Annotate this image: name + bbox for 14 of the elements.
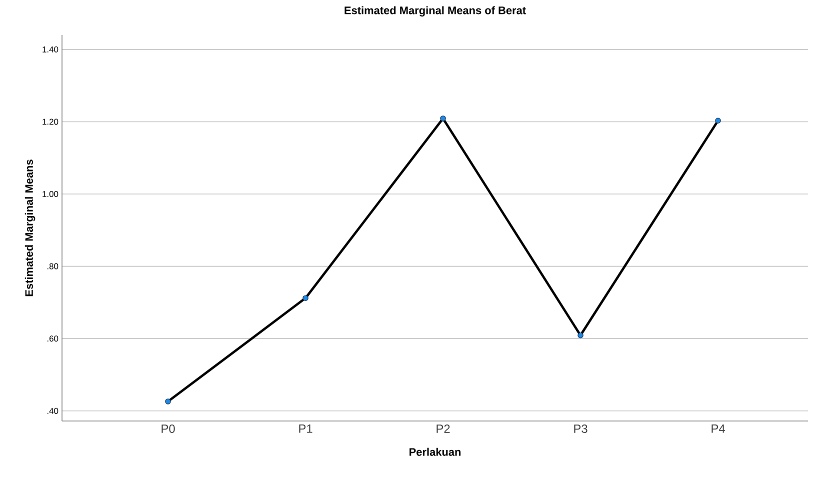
y-tick-label: .80 — [47, 263, 58, 270]
y-axis-title: Estimated Marginal Means — [24, 160, 36, 296]
y-tick-label: 1.20 — [42, 118, 58, 125]
y-tick-label: .60 — [47, 336, 58, 342]
y-tick-label: 1.40 — [42, 46, 58, 52]
x-tick-label: P2 — [436, 424, 450, 433]
x-tick-label: P1 — [299, 424, 312, 433]
x-tick-label: P0 — [162, 424, 175, 433]
chart-title: Estimated Marginal Means of Berat — [344, 6, 526, 16]
y-tick-label: .40 — [47, 408, 58, 414]
x-axis-title: Perlakuan — [410, 448, 461, 456]
x-tick-label: P3 — [574, 424, 588, 433]
y-tick-label: 1.00 — [42, 191, 58, 198]
x-tick-label: P4 — [712, 424, 725, 433]
